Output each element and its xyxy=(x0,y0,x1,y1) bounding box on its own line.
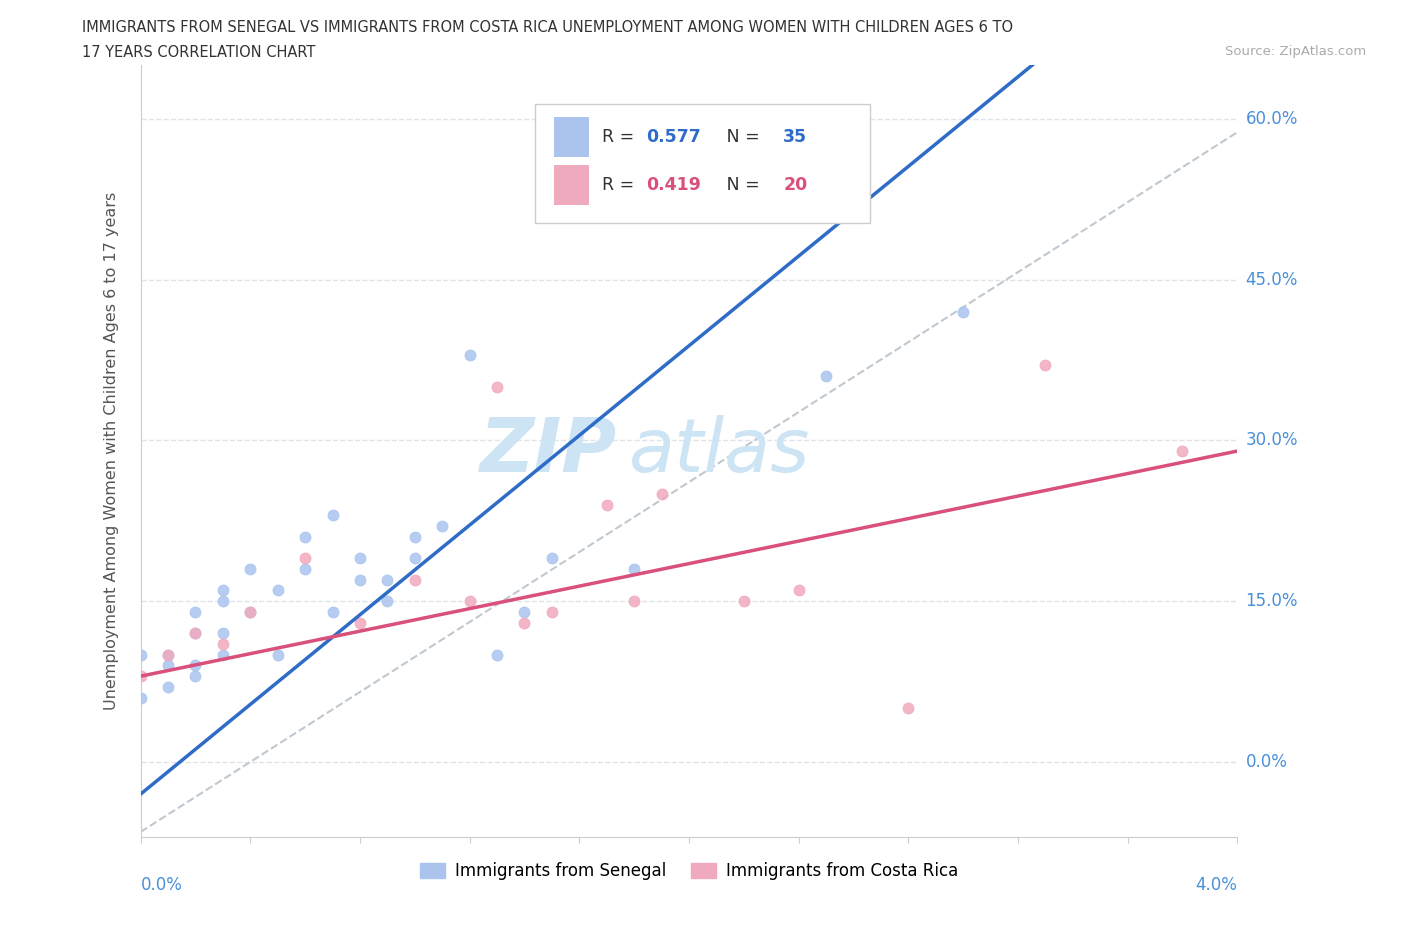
Text: R =: R = xyxy=(602,128,640,146)
Point xyxy=(157,658,180,673)
Point xyxy=(787,583,810,598)
Point xyxy=(486,379,509,394)
Point xyxy=(294,562,316,577)
Point xyxy=(1035,358,1057,373)
Point xyxy=(321,508,344,523)
Point xyxy=(815,368,838,383)
Point xyxy=(349,615,371,630)
Bar xyxy=(554,117,589,157)
Point xyxy=(157,680,180,695)
Point xyxy=(596,498,619,512)
Point xyxy=(157,647,180,662)
Point xyxy=(513,604,536,619)
Point xyxy=(239,604,262,619)
Point xyxy=(267,583,290,598)
Text: 0.577: 0.577 xyxy=(647,128,702,146)
Point xyxy=(294,529,316,544)
Point xyxy=(184,626,207,641)
Point xyxy=(211,626,233,641)
Point xyxy=(184,604,207,619)
Point xyxy=(321,604,344,619)
Point xyxy=(540,604,562,619)
Point xyxy=(211,593,233,608)
Point xyxy=(375,593,399,608)
Point xyxy=(458,347,481,362)
Bar xyxy=(554,165,589,205)
Point xyxy=(1171,444,1194,458)
Point xyxy=(733,593,755,608)
Text: 0.419: 0.419 xyxy=(647,176,702,193)
Point xyxy=(458,593,481,608)
Text: 45.0%: 45.0% xyxy=(1246,271,1298,288)
Point xyxy=(157,647,180,662)
Point xyxy=(404,572,426,587)
Point xyxy=(211,647,233,662)
Text: 30.0%: 30.0% xyxy=(1246,432,1298,449)
Point xyxy=(952,304,974,319)
Point xyxy=(211,637,233,652)
Point xyxy=(184,626,207,641)
Point xyxy=(129,647,152,662)
Text: 35: 35 xyxy=(783,128,807,146)
Point xyxy=(540,551,562,565)
Point xyxy=(294,551,316,565)
Point xyxy=(486,647,509,662)
Text: atlas: atlas xyxy=(628,415,810,487)
Y-axis label: Unemployment Among Women with Children Ages 6 to 17 years: Unemployment Among Women with Children A… xyxy=(104,192,120,711)
Point xyxy=(129,690,152,705)
Text: 15.0%: 15.0% xyxy=(1246,592,1298,610)
Text: 60.0%: 60.0% xyxy=(1246,110,1298,127)
Text: ZIP: ZIP xyxy=(481,415,617,487)
Point xyxy=(623,593,645,608)
Point xyxy=(897,701,920,716)
Text: 17 YEARS CORRELATION CHART: 17 YEARS CORRELATION CHART xyxy=(82,45,315,60)
Text: 0.0%: 0.0% xyxy=(1246,753,1288,771)
Point xyxy=(375,572,399,587)
Point xyxy=(430,519,453,534)
Text: N =: N = xyxy=(710,176,765,193)
Text: 4.0%: 4.0% xyxy=(1195,876,1237,894)
Point xyxy=(404,551,426,565)
Point xyxy=(404,529,426,544)
Text: 20: 20 xyxy=(783,176,807,193)
Point xyxy=(184,669,207,684)
Point xyxy=(623,562,645,577)
Text: IMMIGRANTS FROM SENEGAL VS IMMIGRANTS FROM COSTA RICA UNEMPLOYMENT AMONG WOMEN W: IMMIGRANTS FROM SENEGAL VS IMMIGRANTS FR… xyxy=(82,20,1012,35)
Point xyxy=(349,551,371,565)
Point xyxy=(211,583,233,598)
FancyBboxPatch shape xyxy=(536,104,870,223)
Text: 0.0%: 0.0% xyxy=(141,876,183,894)
Point xyxy=(267,647,290,662)
Text: R =: R = xyxy=(602,176,640,193)
Legend: Immigrants from Senegal, Immigrants from Costa Rica: Immigrants from Senegal, Immigrants from… xyxy=(413,856,965,886)
Text: Source: ZipAtlas.com: Source: ZipAtlas.com xyxy=(1226,45,1367,58)
Text: N =: N = xyxy=(710,128,765,146)
Point xyxy=(650,486,673,501)
Point xyxy=(349,572,371,587)
Point xyxy=(239,562,262,577)
Point xyxy=(513,615,536,630)
Point xyxy=(239,604,262,619)
Point xyxy=(184,658,207,673)
Point xyxy=(129,669,152,684)
